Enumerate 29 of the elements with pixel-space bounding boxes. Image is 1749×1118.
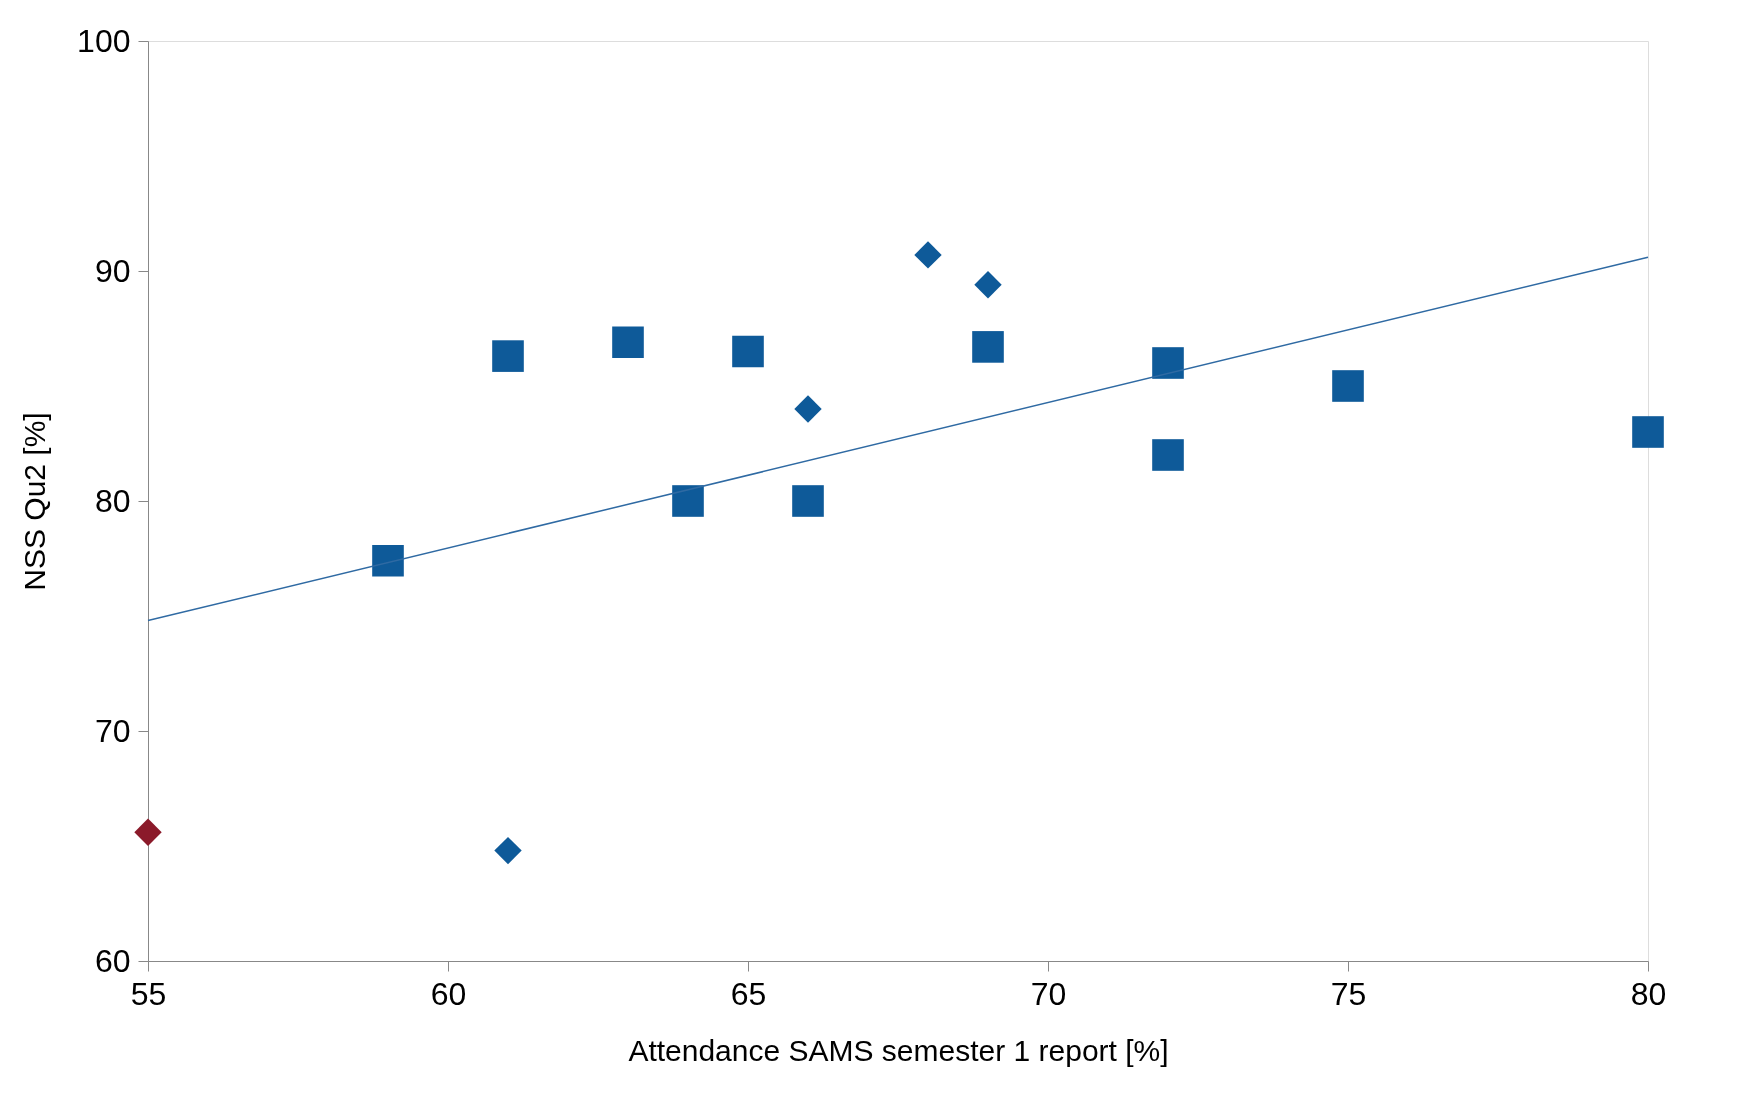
point — [494, 836, 522, 865]
x-tick-label: 70 — [1030, 975, 1067, 1012]
point — [372, 544, 404, 577]
x-tick-label: 55 — [130, 975, 167, 1012]
y-axis-title: NSS Qu2 [%] — [18, 412, 52, 591]
x-tick-label: 75 — [1330, 975, 1367, 1012]
point — [1332, 370, 1364, 402]
point — [972, 331, 1004, 363]
x-tick-label: 65 — [730, 975, 767, 1012]
point — [134, 818, 162, 846]
point — [612, 326, 644, 359]
x-tick-label: 80 — [1630, 975, 1667, 1012]
x-tick-label: 60 — [430, 975, 467, 1012]
y-tick-label: 70 — [94, 712, 131, 749]
point — [492, 340, 524, 372]
point — [794, 395, 822, 423]
point — [974, 271, 1002, 299]
point — [1632, 416, 1664, 448]
point — [732, 335, 764, 368]
point — [792, 485, 824, 517]
point — [1152, 439, 1184, 471]
point — [914, 241, 942, 269]
x-axis-title: Attendance SAMS semester 1 report [%] — [628, 1033, 1169, 1067]
y-tick-label: 60 — [94, 942, 131, 979]
point — [672, 485, 704, 517]
y-tick-label: 90 — [94, 252, 131, 289]
y-tick-label: 100 — [77, 22, 131, 59]
y-tick-label: 80 — [94, 482, 131, 519]
point — [1152, 347, 1184, 379]
